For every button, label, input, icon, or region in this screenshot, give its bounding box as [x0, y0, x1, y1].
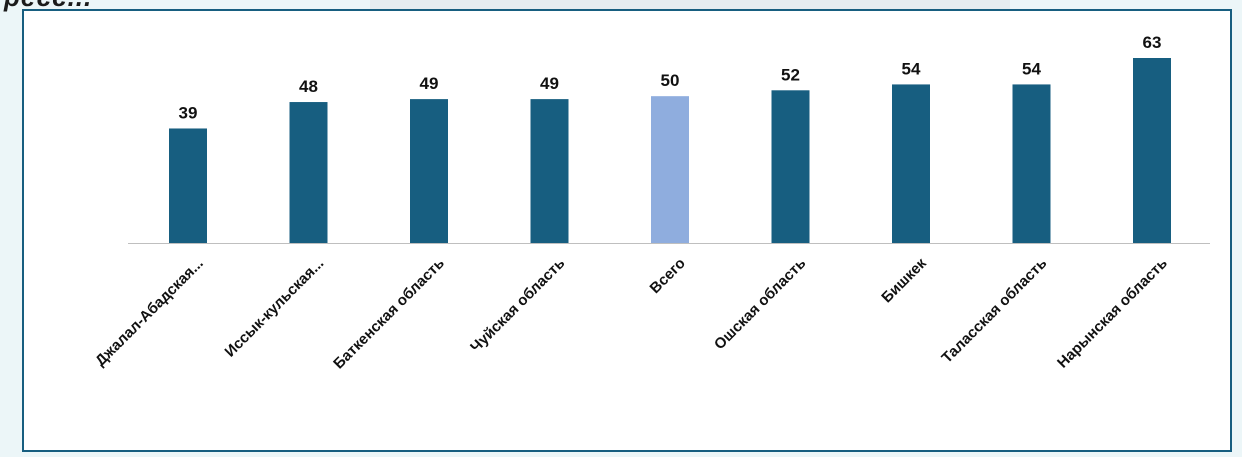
category-label-1: Иссык-кульская... — [222, 255, 328, 361]
bars-group — [169, 58, 1171, 243]
bar-5 — [771, 90, 810, 243]
background-tab — [370, 0, 1010, 10]
bar-3 — [530, 99, 569, 243]
category-label-2: Баткенская область — [330, 255, 448, 373]
category-label-0: Джалал-Абадская... — [92, 255, 207, 370]
value-labels-group: 39 48 49 49 50 52 54 54 63 — [179, 33, 1162, 122]
value-label-3: 49 — [540, 74, 559, 93]
bar-7 — [1012, 84, 1051, 243]
category-label-4: Всего — [647, 255, 689, 297]
category-label-7: Таласская область — [938, 255, 1050, 367]
bar-0 — [169, 128, 207, 243]
value-label-7: 54 — [1022, 59, 1041, 78]
bar-1 — [289, 102, 328, 243]
value-label-6: 54 — [902, 59, 921, 78]
category-label-8: Нарынская область — [1054, 255, 1171, 372]
value-label-2: 49 — [420, 74, 439, 93]
category-labels-group: Джалал-Абадская... Иссык-кульская... Батке… — [92, 254, 1171, 372]
bar-6 — [892, 84, 930, 243]
category-label-5: Ошская область — [711, 255, 809, 353]
category-label-6: Бишкек — [878, 254, 930, 306]
value-label-8: 63 — [1143, 33, 1162, 52]
bar-8 — [1133, 58, 1171, 243]
value-label-5: 52 — [781, 65, 800, 84]
bar-4 — [651, 96, 689, 243]
value-label-4: 50 — [661, 71, 680, 90]
category-label-3: Чуйская область — [467, 255, 568, 356]
value-label-0: 39 — [179, 103, 198, 122]
bar-2 — [410, 99, 448, 243]
value-label-1: 48 — [299, 77, 318, 96]
